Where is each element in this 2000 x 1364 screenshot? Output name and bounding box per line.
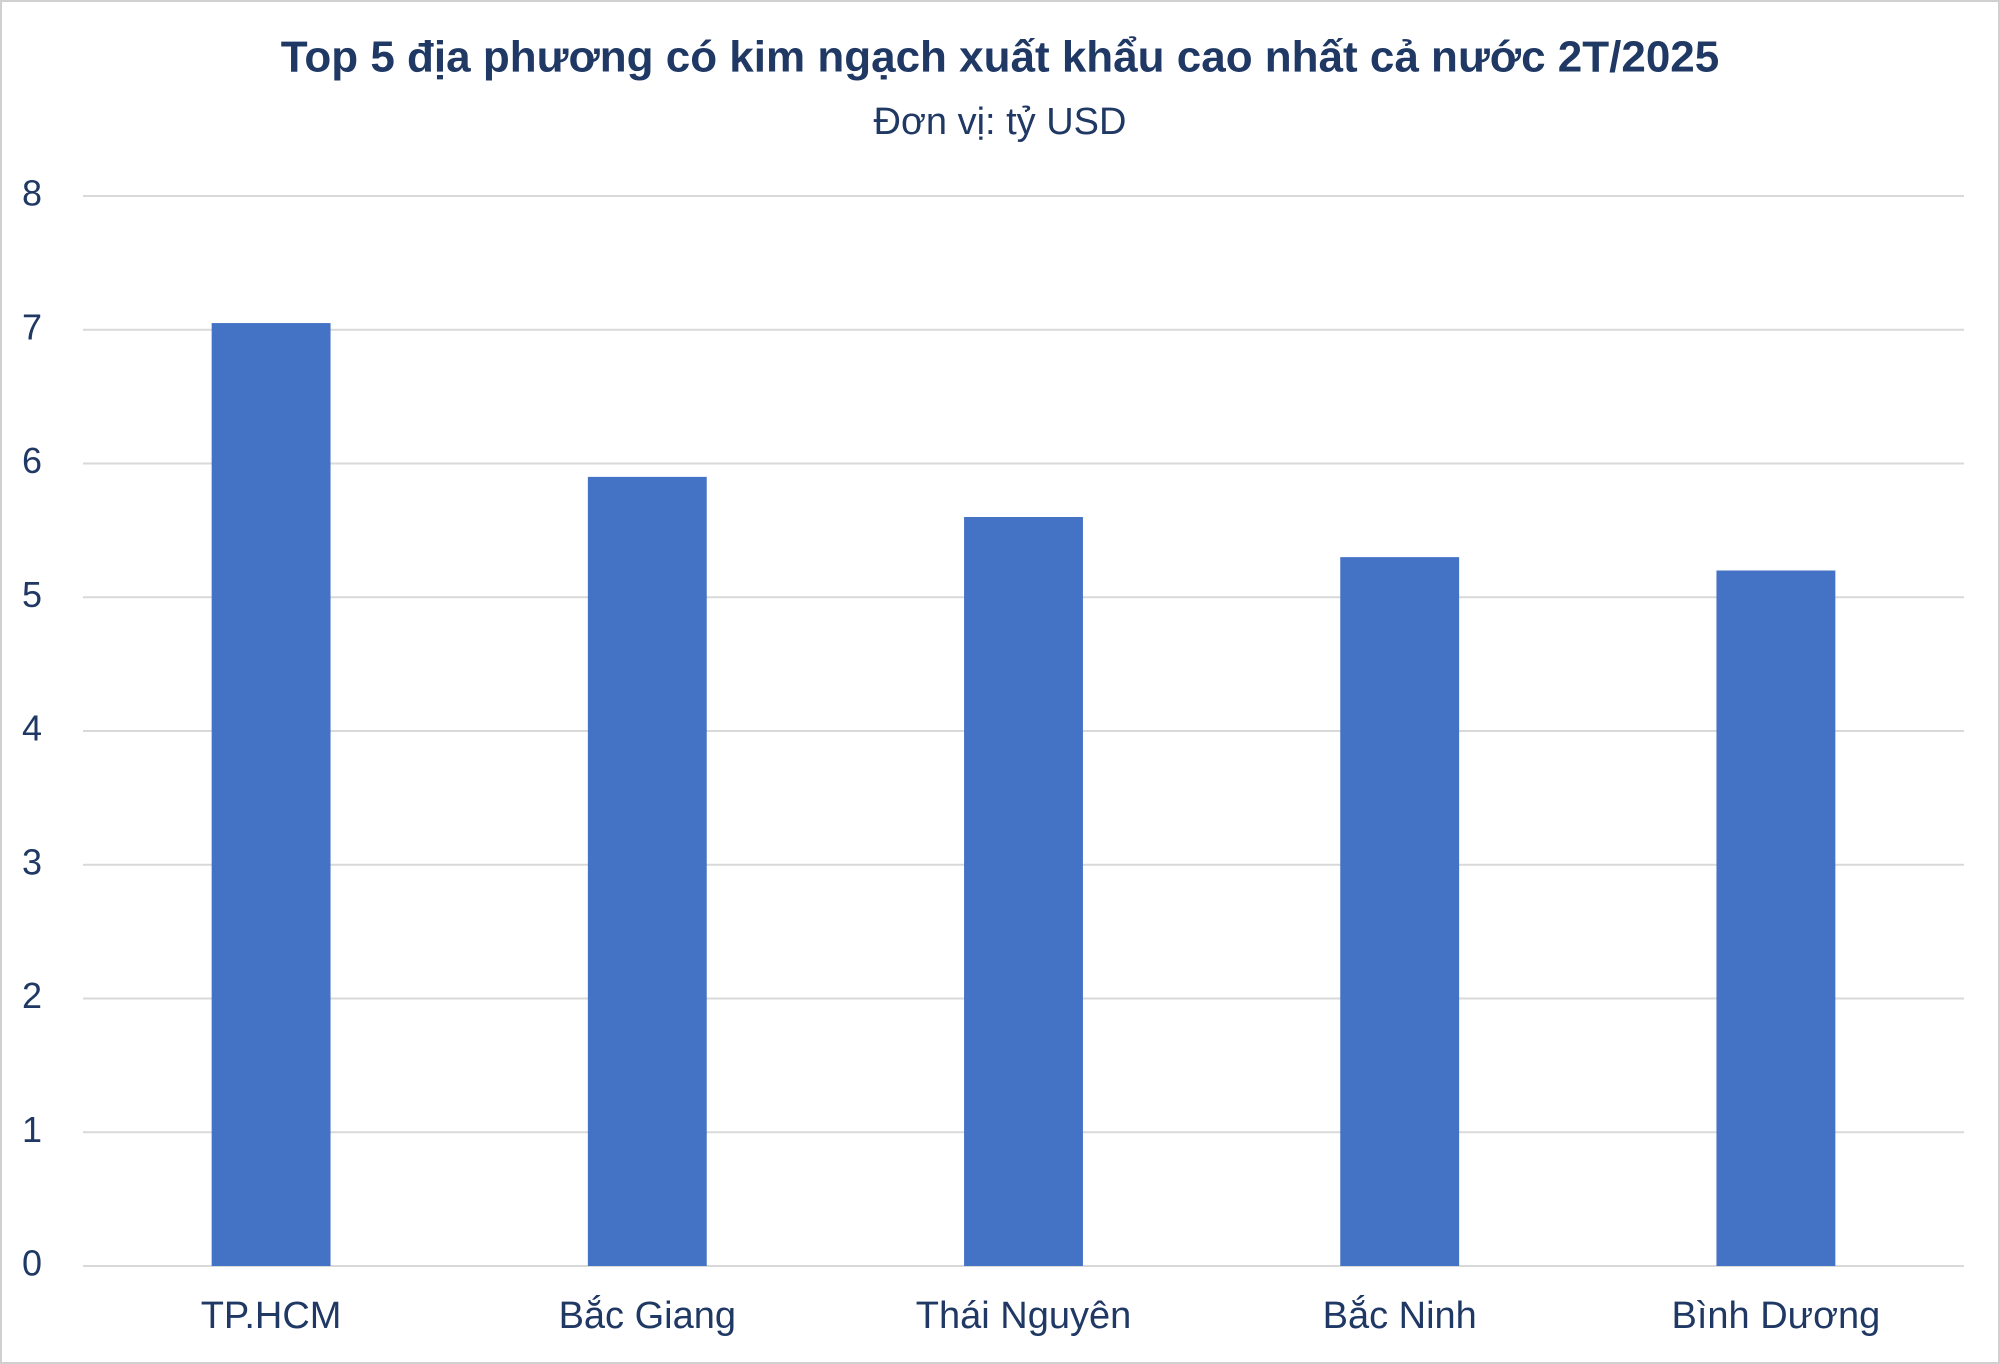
y-tick-label: 3 [22, 841, 42, 882]
chart-subtitle: Đơn vị: tỷ USD [874, 101, 1127, 143]
x-tick-label: Bình Dương [1672, 1295, 1881, 1337]
bar [587, 476, 707, 1266]
y-tick-label: 7 [22, 306, 42, 347]
y-tick-label: 4 [22, 708, 42, 749]
y-tick-label: 8 [22, 173, 42, 214]
y-tick-label: 6 [22, 440, 42, 481]
y-tick-label: 0 [22, 1243, 42, 1284]
y-tick-label: 5 [22, 574, 42, 615]
chart-title: Top 5 địa phương có kim ngạch xuất khẩu … [281, 33, 1719, 82]
y-tick-label: 2 [22, 975, 42, 1016]
x-tick-label: Bắc Giang [559, 1294, 736, 1337]
bar [1716, 570, 1836, 1266]
bar [964, 517, 1083, 1266]
bar [211, 323, 331, 1266]
x-tick-label: TP.HCM [201, 1295, 342, 1337]
bar [1340, 557, 1460, 1266]
x-tick-label: Bắc Ninh [1323, 1294, 1477, 1337]
x-tick-label: Thái Nguyên [916, 1295, 1131, 1337]
y-tick-label: 1 [22, 1109, 42, 1150]
